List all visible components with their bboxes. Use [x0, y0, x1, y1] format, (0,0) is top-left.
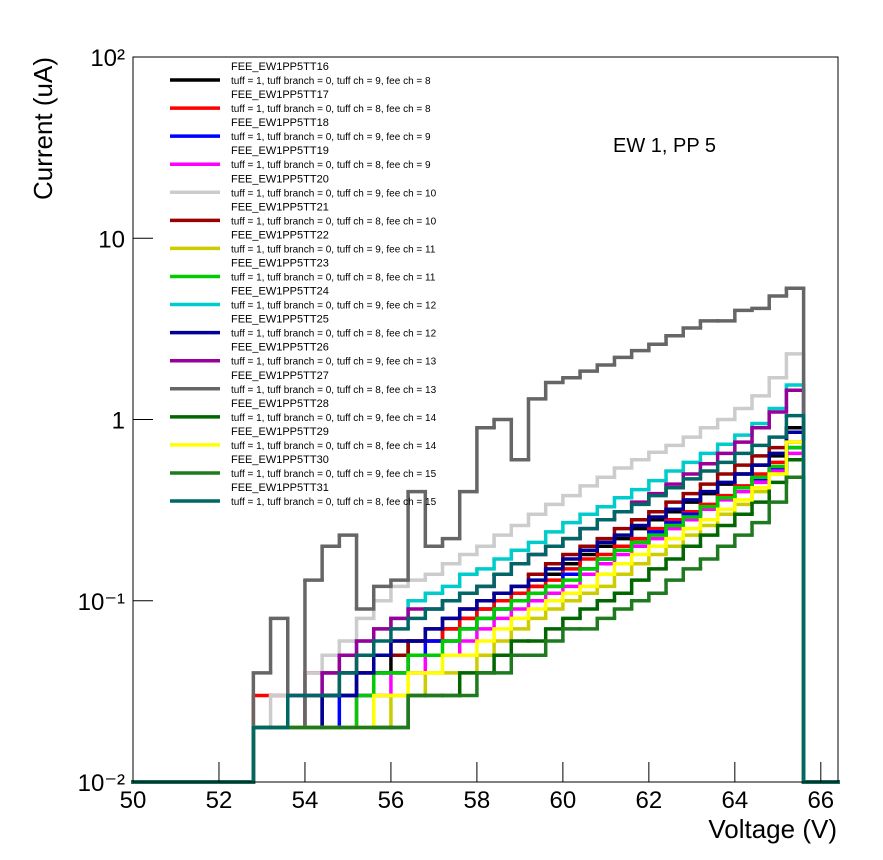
legend-info: tuff = 1, tuff branch = 0, tuff ch = 9, … [231, 188, 437, 199]
legend-info: tuff = 1, tuff branch = 0, tuff ch = 9, … [231, 76, 431, 87]
x-tick-label: 54 [292, 787, 319, 814]
x-tick-label: 58 [464, 787, 491, 814]
y-tick-label: 10 [98, 226, 125, 253]
legend-info: tuff = 1, tuff branch = 0, tuff ch = 9, … [231, 413, 437, 424]
y-tick-label: 1 [112, 408, 125, 435]
legend-info: tuff = 1, tuff branch = 0, tuff ch = 9, … [231, 132, 431, 143]
legend-name: FEE_EW1PP5TT19 [231, 145, 329, 157]
legend-info: tuff = 1, tuff branch = 0, tuff ch = 8, … [231, 272, 436, 283]
legend-info: tuff = 1, tuff branch = 0, tuff ch = 8, … [231, 441, 437, 452]
x-tick-label: 52 [206, 787, 233, 814]
legend-info: tuff = 1, tuff branch = 0, tuff ch = 9, … [231, 244, 436, 255]
x-tick-label: 56 [378, 787, 405, 814]
plot-area [131, 286, 840, 784]
y-tick-label: 10⁻² [78, 770, 125, 797]
legend-info: tuff = 1, tuff branch = 0, tuff ch = 8, … [231, 497, 437, 508]
legend-name: FEE_EW1PP5TT27 [231, 370, 329, 382]
legend-name: FEE_EW1PP5TT31 [231, 482, 329, 494]
legend-name: FEE_EW1PP5TT28 [231, 398, 329, 410]
legend-info: tuff = 1, tuff branch = 0, tuff ch = 9, … [231, 469, 437, 480]
legend-name: FEE_EW1PP5TT29 [231, 426, 329, 438]
y-axis-label: Current (uA) [28, 57, 58, 200]
legend-name: FEE_EW1PP5TT22 [231, 229, 329, 241]
annotation: EW 1, PP 5 [613, 135, 716, 157]
x-tick-label: 66 [807, 787, 834, 814]
x-tick-label: 50 [120, 787, 147, 814]
x-tick-label: 62 [636, 787, 663, 814]
legend-info: tuff = 1, tuff branch = 0, tuff ch = 8, … [231, 216, 437, 227]
legend-name: FEE_EW1PP5TT21 [231, 201, 329, 213]
legend-info: tuff = 1, tuff branch = 0, tuff ch = 8, … [231, 160, 431, 171]
legend-name: FEE_EW1PP5TT20 [231, 173, 329, 185]
legend-name: FEE_EW1PP5TT26 [231, 342, 329, 354]
x-tick-label: 64 [721, 787, 748, 814]
legend-name: FEE_EW1PP5TT17 [231, 89, 329, 101]
legend-info: tuff = 1, tuff branch = 0, tuff ch = 8, … [231, 385, 437, 396]
legend-name: FEE_EW1PP5TT30 [231, 454, 329, 466]
legend-name: FEE_EW1PP5TT24 [231, 286, 329, 298]
legend-name: FEE_EW1PP5TT16 [231, 61, 329, 73]
legend-info: tuff = 1, tuff branch = 0, tuff ch = 8, … [231, 329, 437, 340]
legend-name: FEE_EW1PP5TT25 [231, 314, 329, 326]
y-tick-label: 10² [90, 45, 125, 72]
legend-name: FEE_EW1PP5TT18 [231, 117, 329, 129]
x-axis-label: Voltage (V) [708, 814, 837, 844]
legend-info: tuff = 1, tuff branch = 0, tuff ch = 8, … [231, 104, 431, 115]
y-tick-label: 10⁻¹ [78, 589, 125, 616]
x-tick-label: 60 [550, 787, 577, 814]
legend-info: tuff = 1, tuff branch = 0, tuff ch = 9, … [231, 357, 437, 368]
legend-name: FEE_EW1PP5TT23 [231, 257, 329, 269]
legend-info: tuff = 1, tuff branch = 0, tuff ch = 9, … [231, 301, 437, 312]
